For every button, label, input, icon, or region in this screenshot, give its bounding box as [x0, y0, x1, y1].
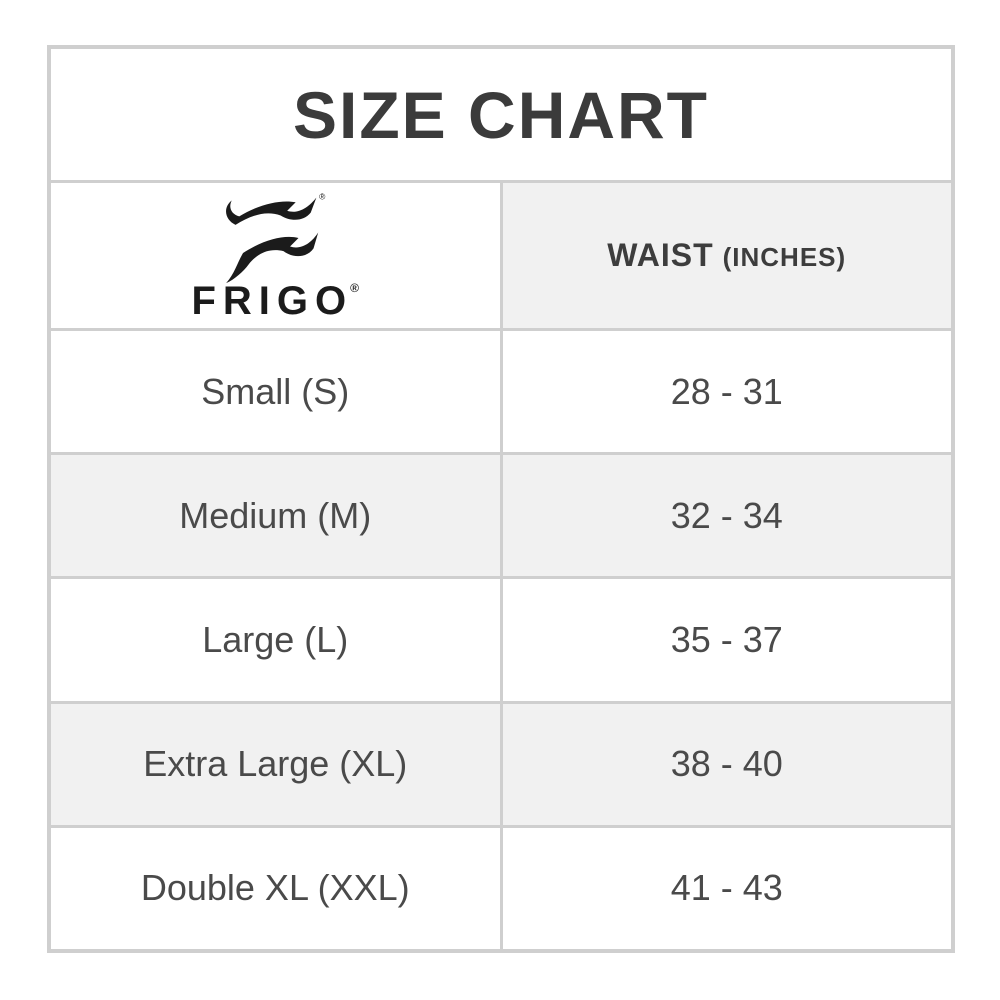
waist-value: 28 - 31	[670, 370, 783, 412]
icon-registered-mark: ®	[319, 191, 326, 201]
size-label: Small (S)	[201, 370, 350, 412]
waist-header-cell: WAIST (INCHES)	[502, 183, 951, 328]
frigo-logo: ® FRIGO ®	[191, 191, 359, 321]
table-row-xl-waist-cell: 38 - 40	[502, 703, 951, 825]
size-chart-table: SIZE CHART ® FRIGO ® WAIST (INCHES) Smal…	[47, 45, 955, 953]
table-row-medium-waist-cell: 32 - 34	[502, 455, 951, 577]
title-row: SIZE CHART	[51, 49, 951, 180]
size-label: Medium (M)	[179, 494, 372, 536]
brand-header-cell: ® FRIGO ®	[51, 183, 500, 328]
waist-header-label: WAIST	[607, 237, 714, 273]
frigo-logo-icon: ®	[226, 191, 326, 283]
table-row-large-size-cell: Large (L)	[51, 579, 500, 701]
table-row-medium-size-cell: Medium (M)	[51, 455, 500, 577]
size-label: Extra Large (XL)	[143, 743, 408, 785]
waist-value: 41 - 43	[670, 867, 783, 909]
waist-header-unit: (INCHES)	[722, 242, 847, 272]
table-row-large-waist-cell: 35 - 37	[502, 579, 951, 701]
waist-header: WAIST (INCHES)	[607, 237, 846, 274]
page-title: SIZE CHART	[293, 77, 709, 152]
frigo-wordmark-row: FRIGO ®	[191, 281, 359, 321]
table-row-small-waist-cell: 28 - 31	[502, 331, 951, 453]
size-label: Double XL (XXL)	[140, 867, 410, 909]
waist-value: 32 - 34	[670, 494, 783, 536]
table-row-xxl-waist-cell: 41 - 43	[502, 827, 951, 949]
waist-value: 38 - 40	[670, 743, 783, 785]
table-row-xl-size-cell: Extra Large (XL)	[51, 703, 500, 825]
table-row-xxl-size-cell: Double XL (XXL)	[51, 827, 500, 949]
registered-trademark: ®	[350, 280, 359, 295]
table-row-small-size-cell: Small (S)	[51, 331, 500, 453]
size-label: Large (L)	[202, 618, 349, 660]
waist-value: 35 - 37	[670, 618, 783, 660]
frigo-wordmark: FRIGO	[191, 278, 354, 323]
